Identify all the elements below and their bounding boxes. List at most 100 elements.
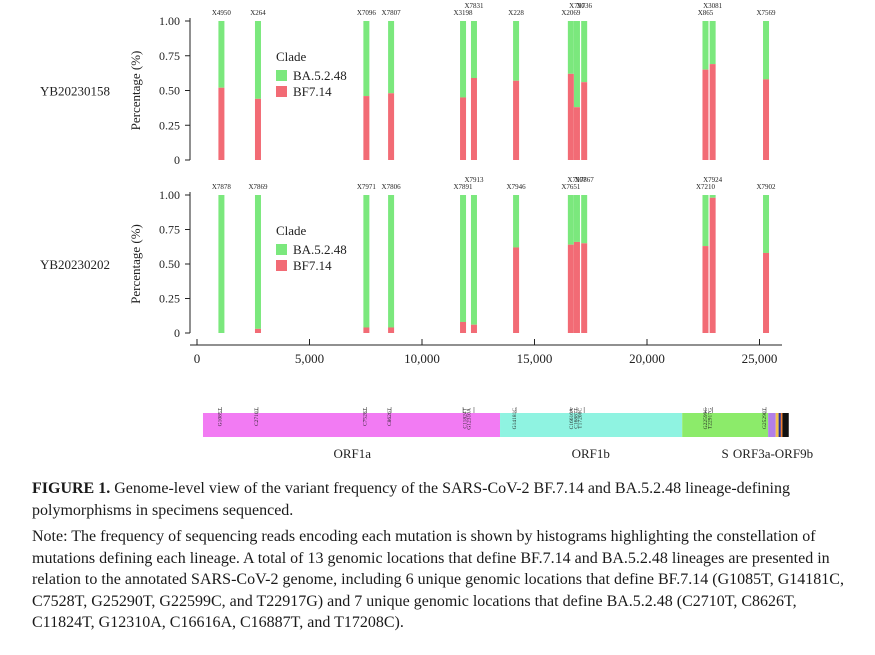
mutation-label: G12310A	[467, 408, 473, 430]
bar-sample-label: X7913	[464, 176, 484, 184]
y-tick-label: 1.00	[159, 14, 180, 28]
bar-ba-5-2-48	[513, 21, 520, 81]
bar-sample-label: X7869	[248, 183, 268, 191]
legend-swatch	[276, 70, 287, 81]
figure-note: Note: The frequency of sequencing reads …	[32, 528, 844, 631]
bar-bf7-14	[513, 247, 520, 333]
bar-ba-5-2-48	[702, 195, 709, 247]
genome-segment	[775, 413, 779, 437]
genome-variant-figure: 0 0.25 0.50 0.75 1.00 Percentage (%) YB2023015…	[40, 2, 813, 461]
legend-item-label: BF7.14	[293, 84, 332, 99]
y-tick-label: 0.50	[159, 257, 180, 271]
legend-swatch	[276, 86, 287, 97]
bar-ba-5-2-48	[513, 195, 520, 248]
bar-sample-label: X790	[569, 2, 585, 10]
mutation-label: G14181C	[512, 408, 518, 430]
genome-segment	[780, 413, 783, 437]
bar-ba-5-2-48	[709, 21, 716, 65]
bar-bf7-14	[702, 69, 709, 160]
bar-sample-label: X3198	[454, 9, 474, 17]
figure-caption: FIGURE 1. Genome-level view of the varia…	[32, 478, 847, 522]
bar-bf7-14	[709, 64, 716, 160]
region-label: ORF1b	[572, 446, 610, 461]
bar-ba-5-2-48	[218, 21, 225, 88]
x-tick-label: 10,000	[404, 351, 440, 366]
y-tick-label: 0.50	[159, 84, 180, 98]
mutation-label: C7528T	[362, 407, 368, 426]
bar-ba-5-2-48	[763, 195, 770, 253]
bar-bf7-14	[460, 321, 467, 333]
genome-segment	[778, 413, 781, 437]
bar-sample-label: X7971	[357, 183, 377, 191]
bar-sample-label: X7569	[756, 9, 776, 17]
bar-sample-label: X7902	[756, 183, 776, 191]
bar-bf7-14	[470, 77, 477, 160]
bar-sample-label: X7907	[567, 176, 587, 184]
bar-bf7-14	[470, 324, 477, 333]
y-axis-label: Percentage (%)	[128, 51, 143, 131]
region-label: ORF3a-ORF9b	[733, 446, 813, 461]
x-tick-label: 15,000	[517, 351, 553, 366]
bar-bf7-14	[763, 252, 770, 333]
genome-segment	[782, 413, 789, 437]
x-tick-label: 25,000	[742, 351, 778, 366]
genome-segment	[202, 413, 501, 437]
figure-caption-text: Genome-level view of the variant frequen…	[32, 480, 790, 519]
region-label: S	[721, 446, 728, 461]
bar-ba-5-2-48	[470, 21, 477, 78]
bar-ba-5-2-48	[573, 21, 580, 108]
bar-bf7-14	[573, 241, 580, 333]
bar-sample-label: X7806	[382, 183, 402, 191]
bar-bf7-14	[388, 327, 395, 333]
specimen-label: YB20230202	[40, 257, 110, 272]
y-tick-label: 0.25	[159, 118, 180, 132]
bar-ba-5-2-48	[702, 21, 709, 70]
region-label: ORF1a	[333, 446, 371, 461]
bar-bf7-14	[567, 244, 574, 333]
x-tick-label: 20,000	[629, 351, 665, 366]
mutation-label: T22917G	[707, 408, 713, 429]
bar-ba-5-2-48	[581, 195, 588, 244]
bar-bf7-14	[363, 327, 370, 333]
bar-sample-label: X264	[250, 9, 266, 17]
bar-sample-label: X7924	[703, 176, 723, 184]
bar-sample-label: X7831	[464, 2, 484, 10]
bar-ba-5-2-48	[363, 195, 370, 328]
bar-ba-5-2-48	[709, 195, 716, 198]
bar-sample-label: X865	[698, 9, 714, 17]
bar-ba-5-2-48	[388, 21, 395, 94]
bar-bf7-14	[388, 93, 395, 160]
bar-bf7-14	[513, 80, 520, 160]
legend-swatch	[276, 260, 287, 271]
bar-bf7-14	[573, 107, 580, 160]
legend-item-label: BA.5.2.48	[293, 242, 347, 257]
genome-segment	[682, 413, 769, 437]
mutation-label: G25290T	[762, 407, 768, 429]
bar-ba-5-2-48	[254, 21, 261, 99]
bar-ba-5-2-48	[470, 195, 477, 325]
bar-ba-5-2-48	[363, 21, 370, 97]
bar-ba-5-2-48	[567, 195, 574, 245]
x-tick-label: 0	[194, 351, 201, 366]
legend-swatch	[276, 244, 287, 255]
bar-ba-5-2-48	[763, 21, 770, 80]
legend-item-label: BA.5.2.48	[293, 68, 347, 83]
bar-sample-label: X7867	[575, 176, 595, 184]
y-tick-label: 0.75	[159, 49, 180, 63]
legend-item-label: BF7.14	[293, 258, 332, 273]
y-tick-label: 0	[174, 153, 180, 167]
bar-sample-label: X7807	[382, 9, 402, 17]
bar-ba-5-2-48	[460, 21, 467, 98]
bar-bf7-14	[254, 98, 261, 160]
bar-bf7-14	[581, 82, 588, 160]
mutation-label: C8626T	[387, 407, 393, 426]
figure-label: FIGURE 1.	[32, 480, 111, 497]
legend-title: Clade	[276, 223, 307, 238]
y-axis-label: Percentage (%)	[128, 224, 143, 304]
genome-segment	[500, 413, 682, 437]
bar-sample-label: X7878	[212, 183, 232, 191]
bar-sample-label: X7096	[357, 9, 377, 17]
bar-sample-label: X228	[508, 9, 524, 17]
specimen-label: YB20230158	[40, 84, 110, 99]
bar-sample-label: X736	[576, 2, 592, 10]
